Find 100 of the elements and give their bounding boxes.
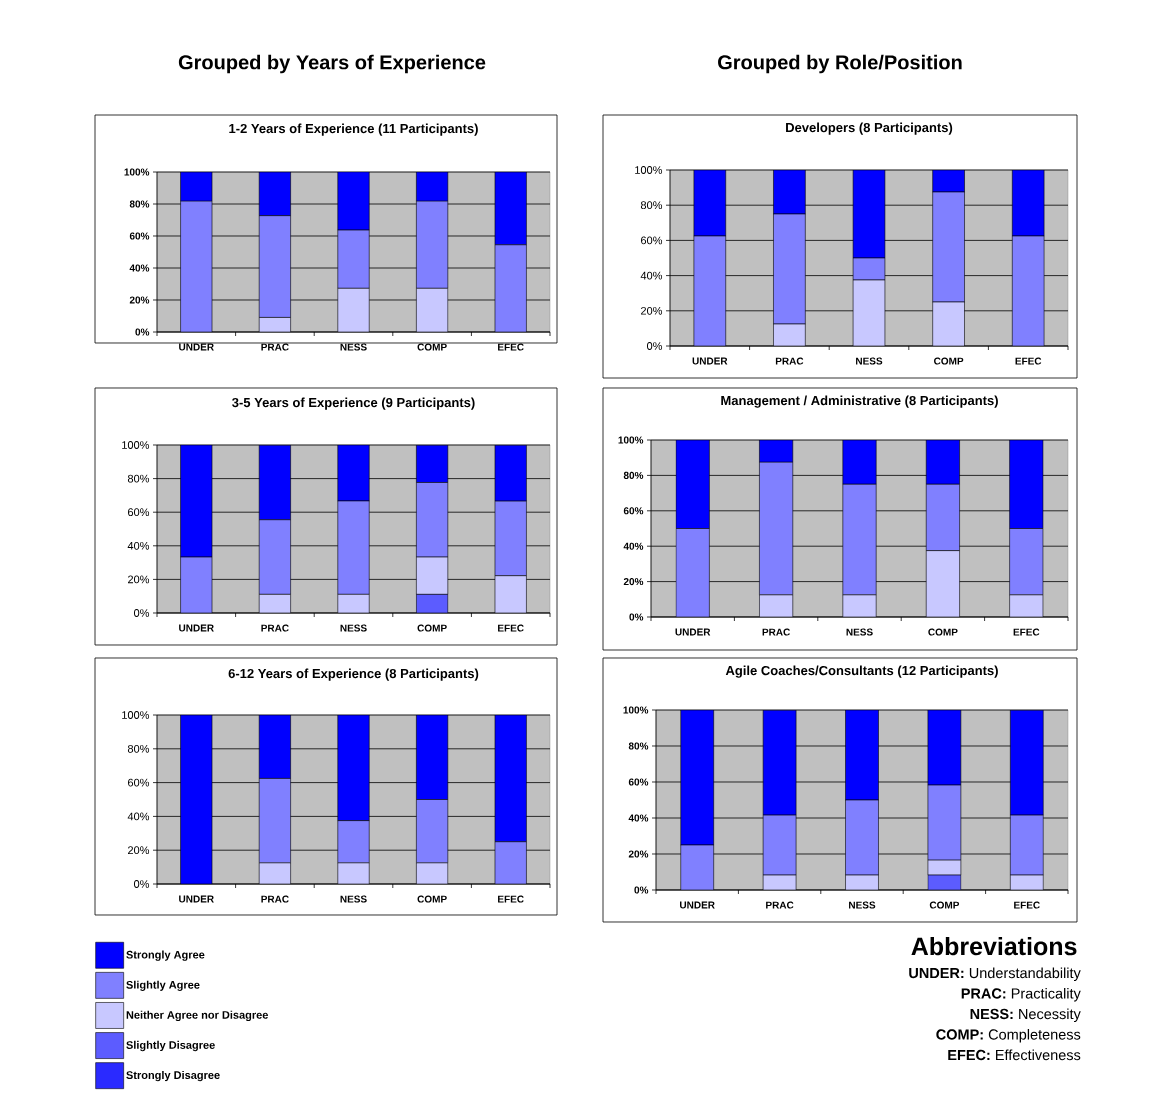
y-tick-label: 60% — [628, 778, 649, 786]
x-tick-label: COMP — [934, 357, 964, 365]
y-tick-label: 40% — [628, 814, 649, 822]
y-tick-label: 20% — [128, 846, 150, 855]
bar — [932, 301, 965, 346]
text: COMP: Completeness — [936, 1028, 1081, 1043]
bar — [927, 710, 962, 786]
bar — [852, 170, 886, 259]
text: UNDER: Understandability — [909, 967, 1081, 982]
x-tick-label: PRAC — [261, 624, 289, 632]
x-tick-label: COMP — [929, 901, 960, 909]
bar — [845, 710, 879, 801]
text: Grouped by Role/Position — [718, 54, 962, 74]
bar — [494, 172, 527, 246]
y-tick-label: 0% — [134, 609, 150, 617]
y-tick-label: 20% — [628, 850, 649, 858]
x-tick-label: PRAC — [775, 357, 804, 365]
chart-title: Developers (8 Participants) — [786, 122, 953, 135]
x-tick-label: NESS — [856, 357, 883, 365]
y-tick-label: 100% — [122, 711, 150, 719]
x-tick-label: UNDER — [179, 343, 214, 351]
y-tick-label: 60% — [128, 508, 150, 517]
x-tick-label: UNDER — [179, 624, 214, 632]
chart-title: Management / Administrative (8 Participants) — [721, 395, 998, 408]
x-tick-label: NESS — [340, 624, 367, 632]
y-tick-label: 80% — [129, 200, 150, 208]
y-tick-label: 0% — [634, 886, 649, 894]
bar — [494, 575, 527, 613]
y-tick-label: 20% — [623, 578, 644, 586]
y-tick-label: 0% — [647, 342, 663, 350]
x-tick-label: UNDER — [692, 357, 728, 365]
bar — [927, 784, 962, 861]
legend-label: Strongly Disagree — [126, 1070, 220, 1082]
y-tick-label: 0% — [134, 880, 150, 888]
bar — [494, 841, 527, 884]
bar — [693, 170, 727, 237]
x-tick-label: NESS — [846, 628, 873, 636]
x-tick-label: NESS — [849, 901, 876, 909]
x-tick-label: EFEC — [498, 343, 524, 351]
x-tick-label: COMP — [417, 624, 447, 632]
x-tick-label: PRAC — [261, 343, 289, 351]
y-tick-label: 80% — [628, 742, 649, 750]
x-tick-label: EFEC — [498, 895, 524, 903]
bar — [762, 814, 797, 876]
x-tick-label: UNDER — [675, 628, 711, 636]
bar — [258, 778, 291, 864]
y-tick-label: 80% — [623, 471, 644, 479]
y-tick-label: 60% — [128, 778, 150, 787]
bar — [693, 235, 727, 346]
text: Abbreviations — [911, 936, 1077, 956]
bar — [773, 170, 806, 215]
y-tick-label: 20% — [128, 575, 150, 584]
bar — [337, 288, 370, 332]
x-tick-label: EFEC — [1015, 357, 1042, 365]
y-tick-label: 20% — [641, 306, 663, 315]
x-tick-label: NESS — [340, 895, 367, 903]
chart-title: Agile Coaches/Consultants (12 Participants) — [725, 665, 998, 678]
bar — [258, 172, 291, 216]
y-tick-label: 20% — [129, 296, 150, 304]
y-tick-label: 60% — [641, 236, 663, 245]
x-tick-label: UNDER — [179, 895, 214, 903]
bar — [932, 191, 965, 303]
x-tick-label: EFEC — [1014, 901, 1040, 909]
bar — [680, 710, 714, 846]
chart-title: 6-12 Years of Experience (8 Participants) — [228, 668, 479, 681]
y-tick-label: 100% — [618, 436, 644, 444]
y-tick-label: 40% — [127, 541, 150, 550]
text: PRAC: Practicality — [961, 987, 1081, 1002]
legend-label: Strongly Agree — [126, 950, 205, 961]
bar — [180, 445, 213, 558]
bar — [773, 213, 806, 325]
chart-title: 1-2 Years of Experience (11 Participants) — [229, 123, 478, 136]
y-tick-label: 40% — [127, 812, 150, 821]
bar — [845, 799, 879, 876]
bar — [494, 445, 527, 502]
bar — [337, 445, 370, 502]
text: NESS: Necessity — [970, 1008, 1081, 1023]
y-tick-label: 40% — [623, 542, 644, 550]
y-tick-label: 100% — [623, 706, 649, 714]
y-tick-label: 0% — [135, 328, 150, 336]
y-tick-label: 0% — [629, 613, 644, 621]
bar — [337, 820, 370, 864]
bar — [762, 710, 797, 816]
text: Grouped by Years of Experience — [178, 54, 486, 74]
x-tick-label: NESS — [340, 343, 367, 351]
bar — [680, 844, 714, 890]
x-tick-label: COMP — [928, 628, 958, 636]
x-tick-label: PRAC — [766, 901, 794, 909]
x-tick-label: PRAC — [762, 628, 790, 636]
y-tick-label: 100% — [124, 168, 150, 176]
y-tick-label: 80% — [127, 474, 150, 483]
bar — [416, 445, 449, 483]
legend-label: Slightly Agree — [126, 980, 200, 991]
text: EFEC: Effectiveness — [948, 1049, 1081, 1061]
x-tick-label: COMP — [417, 895, 447, 903]
legend-label: Neither Agree nor Disagree — [126, 1010, 268, 1022]
bar — [1011, 235, 1045, 346]
y-tick-label: 60% — [129, 232, 150, 240]
bar — [416, 799, 449, 864]
y-tick-label: 60% — [623, 507, 644, 515]
